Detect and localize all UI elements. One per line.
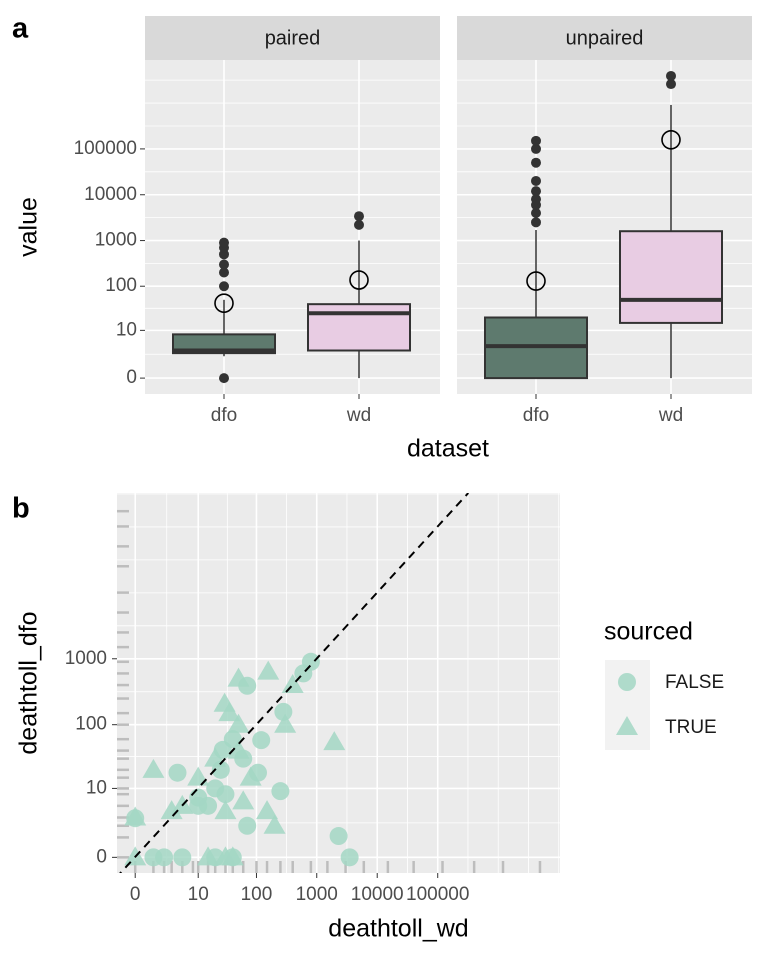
- box: [307, 303, 411, 352]
- point: [274, 702, 293, 721]
- y-tick-label: 10: [116, 319, 137, 340]
- outlier: [354, 219, 364, 230]
- panel-background: [117, 493, 560, 873]
- point: [227, 739, 250, 759]
- y-tick-label: 0: [96, 846, 107, 867]
- y-tick-label: 10000: [84, 184, 137, 205]
- point: [263, 814, 286, 834]
- outlier: [219, 281, 229, 292]
- point: [257, 660, 280, 680]
- x-tick-label: 100000: [406, 884, 469, 905]
- x-tick-label: 100: [241, 884, 273, 905]
- point: [160, 800, 183, 820]
- outlier: [531, 217, 541, 228]
- point: [218, 702, 241, 722]
- x-tick-label: 1000: [296, 884, 338, 905]
- panel-tag: b: [12, 493, 30, 525]
- outlier: [219, 267, 229, 278]
- point: [142, 758, 165, 778]
- outlier: [354, 211, 364, 222]
- y-tick-label: 100: [75, 714, 107, 735]
- point: [204, 747, 227, 767]
- outlier: [531, 194, 541, 205]
- y-axis-title: value: [15, 197, 43, 257]
- strip: [145, 16, 440, 60]
- point: [238, 816, 257, 835]
- outlier: [666, 70, 676, 81]
- point: [124, 806, 147, 826]
- box: [619, 230, 723, 324]
- legend-symbol: [618, 673, 636, 691]
- outlier: [531, 135, 541, 146]
- outlier: [666, 79, 676, 90]
- x-axis-title: dataset: [407, 435, 489, 463]
- point: [329, 827, 348, 846]
- legend-label: TRUE: [665, 717, 717, 738]
- strip: [457, 16, 752, 60]
- y-tick-label: 10: [86, 777, 107, 798]
- strip-label: paired: [265, 27, 321, 49]
- legend-symbol: [616, 716, 638, 735]
- point: [271, 782, 290, 801]
- panel-tag: a: [12, 13, 29, 45]
- point: [189, 796, 208, 815]
- mean: [526, 271, 546, 291]
- point: [340, 848, 359, 867]
- mean: [214, 293, 234, 314]
- y-tick-label: 100: [105, 275, 137, 296]
- x-tick-label: wd: [346, 405, 371, 426]
- x-tick-label: 10: [188, 884, 209, 905]
- x-tick-label: dfo: [211, 405, 237, 426]
- point: [239, 766, 262, 786]
- outlier: [219, 237, 229, 248]
- outlier: [531, 143, 541, 154]
- point: [144, 848, 163, 867]
- point: [173, 848, 192, 867]
- outlier: [531, 186, 541, 197]
- y-tick-label: 0: [126, 367, 137, 388]
- outlier: [531, 207, 541, 218]
- point: [274, 713, 297, 733]
- point: [221, 846, 244, 866]
- point: [232, 790, 255, 810]
- legend-title: sourced: [604, 618, 693, 646]
- x-tick-label: 0: [130, 884, 141, 905]
- y-tick-label: 1000: [95, 230, 137, 251]
- point: [197, 846, 220, 866]
- point: [227, 667, 250, 687]
- point: [214, 800, 237, 820]
- legend-label: FALSE: [665, 672, 724, 693]
- point: [227, 713, 250, 733]
- point: [281, 674, 304, 694]
- outlier: [219, 373, 229, 384]
- x-tick-label: 10000: [351, 884, 404, 905]
- box: [172, 333, 276, 355]
- point: [323, 731, 346, 751]
- point: [252, 731, 271, 750]
- y-tick-label: 100000: [74, 138, 137, 159]
- strip-label: unpaired: [566, 27, 644, 49]
- outlier: [531, 175, 541, 186]
- outlier: [219, 259, 229, 270]
- mean: [661, 129, 681, 150]
- point: [168, 763, 187, 782]
- identity-line: [119, 493, 470, 873]
- x-axis-title: deathtoll_wd: [328, 915, 468, 943]
- point: [206, 779, 225, 798]
- y-tick-label: 1000: [65, 648, 107, 669]
- x-tick-label: dfo: [523, 405, 549, 426]
- outlier: [531, 157, 541, 168]
- x-tick-label: wd: [658, 405, 683, 426]
- mean: [349, 270, 369, 290]
- y-axis-title: deathtoll_dfo: [15, 611, 43, 754]
- point: [256, 800, 279, 820]
